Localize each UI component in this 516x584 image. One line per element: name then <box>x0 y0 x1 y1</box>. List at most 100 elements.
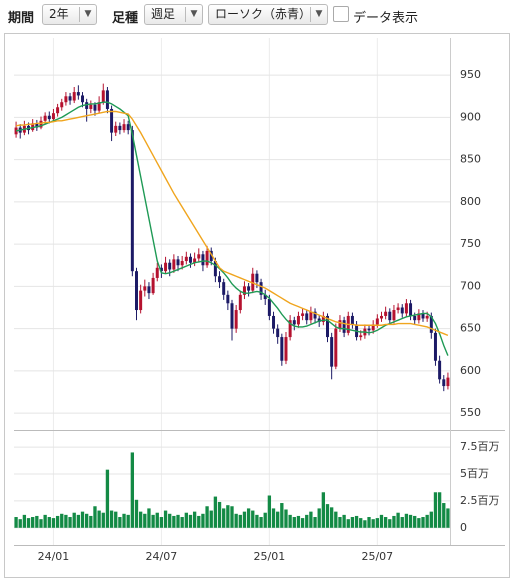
volume-bar <box>379 514 384 528</box>
data-display-checkbox[interactable] <box>333 6 349 22</box>
volume-bar <box>305 514 309 528</box>
y-tick-label: 2.5百万 <box>460 494 500 507</box>
candle-body <box>242 286 246 295</box>
moving-average-line <box>15 101 449 356</box>
period-dropdown[interactable]: 2年 ▼ <box>42 4 97 25</box>
y-tick-label: 950 <box>460 68 481 81</box>
candle-body <box>375 318 379 325</box>
data-display-label[interactable]: データ表示 <box>353 11 419 26</box>
candle-body <box>139 290 143 311</box>
volume-bar <box>346 519 350 528</box>
volume-bar <box>342 514 346 528</box>
volume-bar <box>383 517 388 528</box>
volume-bar <box>72 512 76 528</box>
candle-body <box>93 104 97 111</box>
candle-body <box>417 313 421 321</box>
candle-body <box>433 332 437 361</box>
candle-body <box>247 286 251 291</box>
candle-body <box>159 267 163 272</box>
volume-bar <box>80 511 85 528</box>
candle-body <box>193 258 197 263</box>
candle-body <box>60 102 64 108</box>
candle-body <box>118 125 122 131</box>
candle-body <box>384 311 388 316</box>
candle-body <box>51 113 55 120</box>
candle-body <box>429 315 433 333</box>
y-tick-label: 650 <box>460 322 481 335</box>
candle-body <box>209 250 213 262</box>
volume-bar <box>242 511 247 528</box>
volume-bar <box>118 517 122 528</box>
candle-body <box>342 320 346 333</box>
y-tick-label: 5百万 <box>460 467 489 480</box>
candle-body <box>413 315 417 321</box>
volume-bar <box>55 515 60 528</box>
volume-bar <box>163 510 168 528</box>
candle-body <box>89 104 93 109</box>
volume-bar <box>354 515 359 528</box>
volume-bar <box>22 514 27 528</box>
candle-body <box>39 120 43 128</box>
candle-body <box>43 115 47 121</box>
candle-body <box>309 311 313 321</box>
y-tick-label: 7.5百万 <box>460 440 500 453</box>
candle-body <box>259 282 263 295</box>
volume-bar <box>313 517 317 528</box>
volume-bar <box>188 514 193 528</box>
period-value: 2年 <box>49 7 69 21</box>
volume-bar <box>421 517 425 528</box>
candle-body <box>164 262 168 272</box>
candle-body <box>267 299 271 316</box>
candle-body <box>392 310 396 321</box>
y-tick-label: 0 <box>460 521 467 534</box>
volume-bar <box>442 503 446 528</box>
volume-bar <box>134 499 139 528</box>
candle-body <box>126 124 130 131</box>
volume-bar <box>300 518 305 528</box>
candle-body <box>176 259 180 266</box>
volume-bar <box>288 514 292 528</box>
candle-body <box>425 315 429 319</box>
volume-bar <box>151 514 155 528</box>
candle-body <box>101 90 105 103</box>
candle-body <box>81 95 85 103</box>
volume-bar <box>263 512 267 528</box>
volume-bar <box>292 517 296 528</box>
candle-body <box>122 124 126 131</box>
y-tick-label: 600 <box>460 364 481 377</box>
volume-bar <box>172 515 176 528</box>
volume-bar <box>43 514 47 528</box>
candle-body <box>350 315 354 325</box>
candle-body <box>371 324 375 331</box>
candle-body <box>367 328 371 331</box>
style-dropdown[interactable]: ローソク（赤青） ▼ <box>208 4 328 25</box>
volume-bar <box>321 492 326 528</box>
candle-body <box>76 92 80 96</box>
candle-body <box>276 328 280 338</box>
volume-bar <box>97 510 101 528</box>
volume-bar <box>89 515 93 528</box>
volume-bar <box>230 506 234 528</box>
candle-body <box>64 96 68 103</box>
volume-bar <box>238 514 242 528</box>
volume-bar <box>417 518 421 528</box>
candle-body <box>14 127 18 135</box>
volume-bar <box>209 510 213 528</box>
candle-body <box>188 256 192 263</box>
volume-bar <box>255 514 259 528</box>
volume-bar <box>130 452 135 528</box>
volume-bar <box>429 511 433 528</box>
ashi-dropdown[interactable]: 週足 ▼ <box>144 4 203 25</box>
volume-bar <box>329 507 334 528</box>
volume-bar <box>334 511 338 528</box>
candle-body <box>105 90 109 109</box>
candle-body <box>180 261 184 266</box>
moving-average-line <box>15 110 449 337</box>
dropdown-arrow: ▼ <box>79 7 96 22</box>
toolbar: 期間 2年 ▼ 足種 週足 ▼ ローソク（赤青） ▼ データ表示 <box>0 0 516 31</box>
candle-body <box>251 273 255 291</box>
candle-body <box>388 311 392 321</box>
candle-body <box>230 303 234 329</box>
dropdown-arrow: ▼ <box>310 7 327 22</box>
